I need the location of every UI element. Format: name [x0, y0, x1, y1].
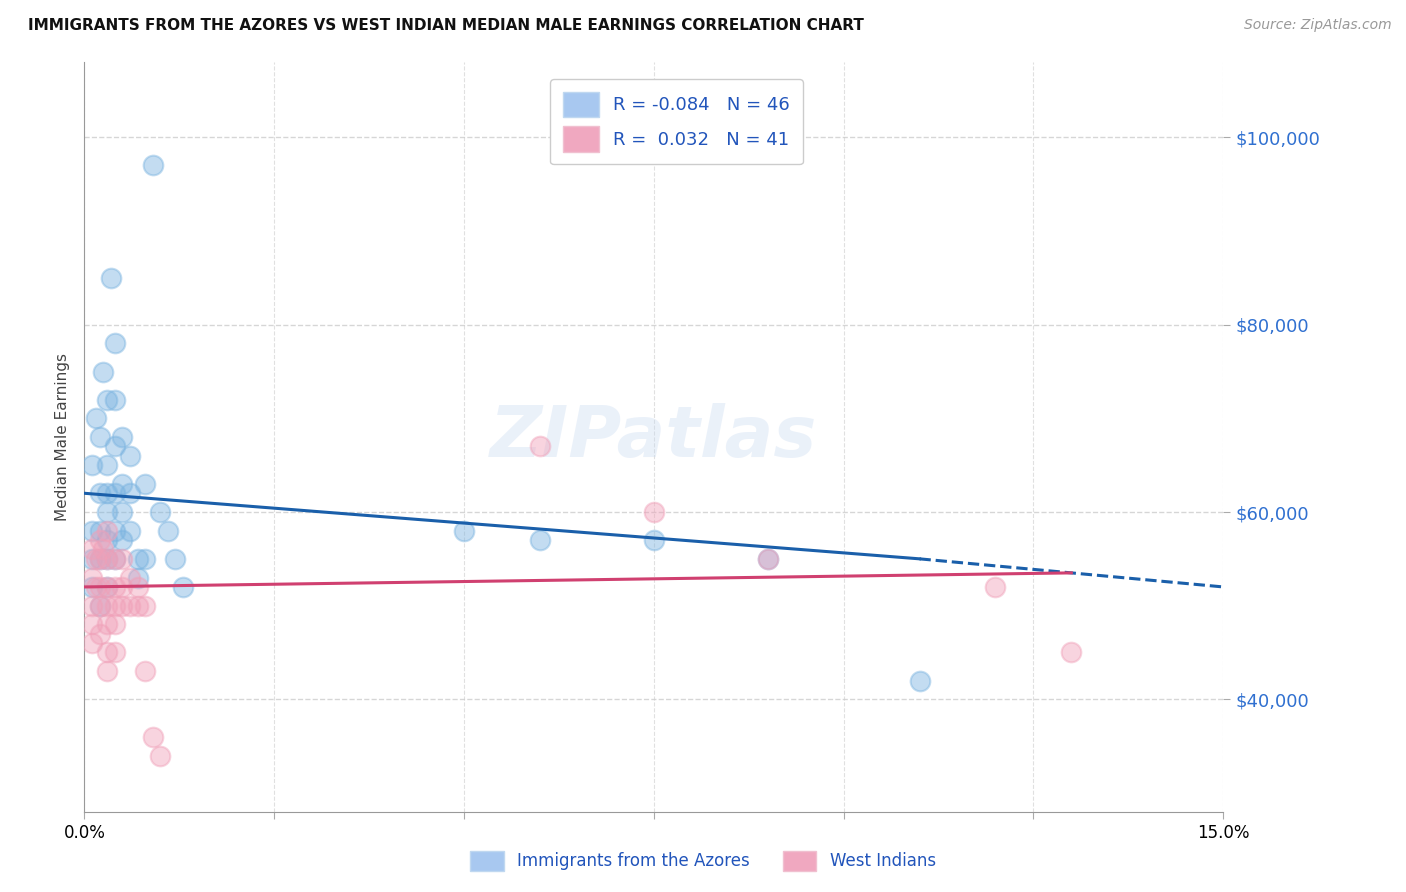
Point [80, 599, 103, 613]
Point [96, 505, 118, 519]
Point [111, 599, 134, 613]
Point [156, 524, 179, 538]
Point [96, 458, 118, 473]
Text: ZIPatlas: ZIPatlas [491, 402, 817, 472]
Point [149, 505, 172, 519]
Point [80, 617, 103, 632]
Point [80, 524, 103, 538]
Point [96, 617, 118, 632]
Point [134, 551, 156, 566]
Point [89, 551, 111, 566]
Point [118, 486, 141, 500]
Point [453, 524, 475, 538]
Point [89, 551, 111, 566]
Point [104, 551, 127, 566]
Point [127, 571, 149, 585]
Point [104, 599, 127, 613]
Point [643, 505, 665, 519]
Point [643, 533, 665, 547]
Point [89, 430, 111, 444]
Point [93, 365, 115, 379]
Point [984, 580, 1007, 594]
Point [104, 336, 127, 351]
Point [104, 646, 127, 660]
Point [118, 571, 141, 585]
Point [165, 551, 187, 566]
Point [104, 486, 127, 500]
Point [96, 533, 118, 547]
Point [111, 430, 134, 444]
Point [127, 551, 149, 566]
Point [104, 580, 127, 594]
Point [104, 392, 127, 407]
Point [96, 580, 118, 594]
Point [84, 411, 107, 425]
Point [149, 748, 172, 763]
Text: Source: ZipAtlas.com: Source: ZipAtlas.com [1244, 18, 1392, 32]
Point [111, 580, 134, 594]
Point [104, 551, 127, 566]
Point [96, 551, 118, 566]
Point [93, 542, 115, 557]
Point [756, 551, 779, 566]
Point [142, 159, 165, 173]
Text: IMMIGRANTS FROM THE AZORES VS WEST INDIAN MEDIAN MALE EARNINGS CORRELATION CHART: IMMIGRANTS FROM THE AZORES VS WEST INDIA… [28, 18, 865, 33]
Point [529, 440, 551, 454]
Point [80, 542, 103, 557]
Point [84, 551, 107, 566]
Point [89, 626, 111, 640]
Point [96, 664, 118, 679]
Point [80, 458, 103, 473]
Legend: R = -0.084   N = 46, R =  0.032   N = 41: R = -0.084 N = 46, R = 0.032 N = 41 [550, 79, 803, 164]
Point [80, 580, 103, 594]
Legend: Immigrants from the Azores, West Indians: Immigrants from the Azores, West Indians [463, 842, 943, 880]
Point [529, 533, 551, 547]
Point [111, 505, 134, 519]
Point [96, 646, 118, 660]
Point [1060, 646, 1083, 660]
Point [89, 580, 111, 594]
Point [127, 599, 149, 613]
Point [96, 486, 118, 500]
Point [96, 524, 118, 538]
Point [134, 476, 156, 491]
Point [111, 551, 134, 566]
Point [111, 533, 134, 547]
Point [104, 440, 127, 454]
Point [172, 580, 194, 594]
Point [118, 449, 141, 463]
Point [111, 476, 134, 491]
Point [134, 664, 156, 679]
Point [96, 551, 118, 566]
Point [89, 599, 111, 613]
Point [89, 486, 111, 500]
Point [89, 599, 111, 613]
Point [134, 599, 156, 613]
Point [80, 551, 103, 566]
Point [84, 580, 107, 594]
Point [80, 636, 103, 650]
Point [756, 551, 779, 566]
Point [118, 599, 141, 613]
Point [96, 599, 118, 613]
Point [142, 730, 165, 744]
Point [104, 617, 127, 632]
Point [89, 533, 111, 547]
Y-axis label: Median Male Earnings: Median Male Earnings [55, 353, 70, 521]
Point [96, 580, 118, 594]
Point [89, 524, 111, 538]
Point [80, 571, 103, 585]
Point [100, 271, 122, 285]
Point [127, 580, 149, 594]
Point [908, 673, 931, 688]
Point [104, 524, 127, 538]
Point [96, 392, 118, 407]
Point [118, 524, 141, 538]
